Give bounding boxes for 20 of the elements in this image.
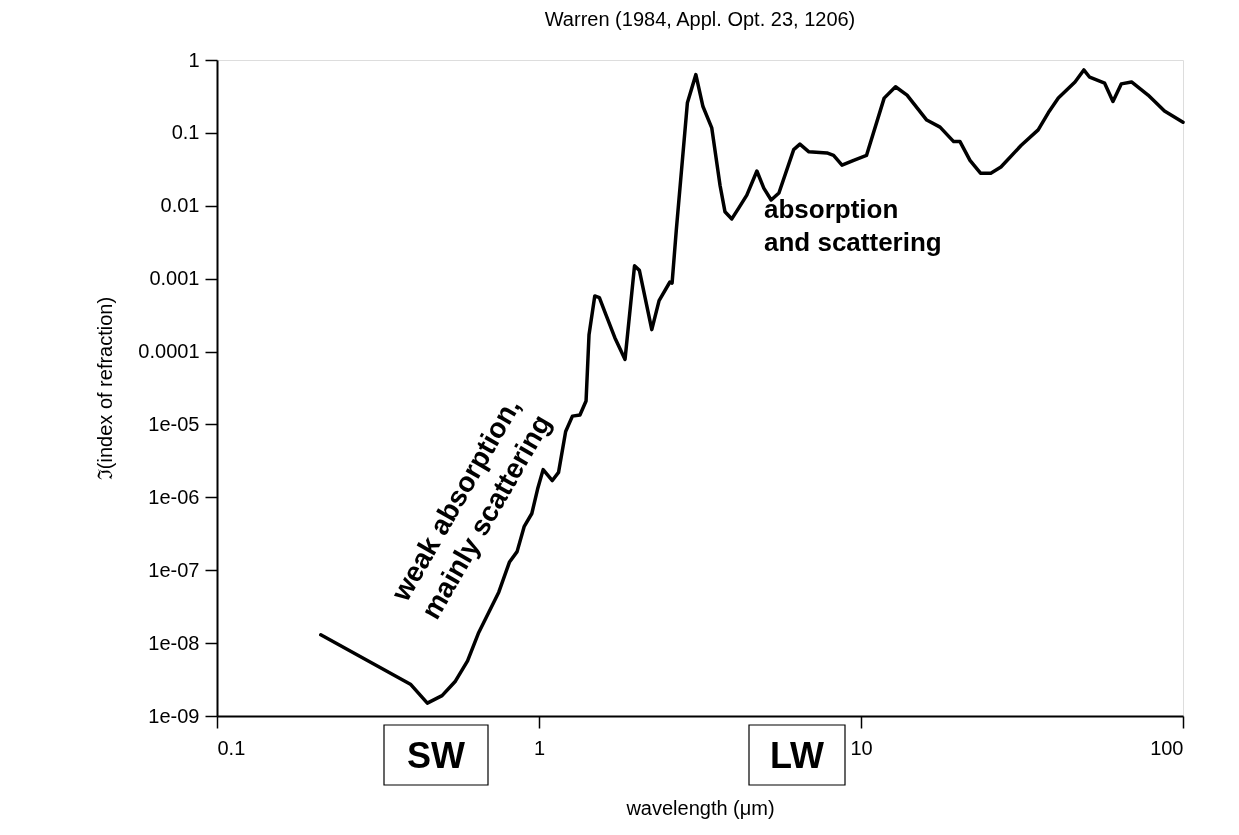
x-tick-label: 10 [850, 736, 873, 759]
annotation: absorption and scattering [764, 194, 942, 257]
y-tick-label: 1e-06 [148, 485, 200, 508]
chart-title: Warren (1984, Appl. Opt. 23, 1206) [544, 8, 856, 30]
y-tick-label: 0.1 [171, 121, 200, 144]
y-tick-label: 1e-07 [148, 558, 200, 581]
text: LW [770, 735, 825, 776]
y-tick-label: 0.01 [160, 194, 200, 217]
x-axis-title: wavelength (μm) [625, 796, 775, 819]
x-tick-label: 100 [1150, 736, 1184, 759]
y-tick-label: 1e-05 [148, 412, 200, 435]
y-tick-label: 0.0001 [138, 340, 200, 363]
x-tick-label: 1 [533, 736, 546, 759]
x-tick-label: 0.1 [217, 736, 246, 759]
y-tick-label: 0.001 [149, 267, 200, 290]
y-tick-label: 1e-08 [148, 631, 200, 654]
y-tick-label: 1 [188, 48, 200, 71]
y-axis-title: ℑ(index of refraction) [94, 296, 117, 481]
y-tick-label: 1e-09 [148, 704, 200, 727]
text: SW [407, 735, 466, 776]
